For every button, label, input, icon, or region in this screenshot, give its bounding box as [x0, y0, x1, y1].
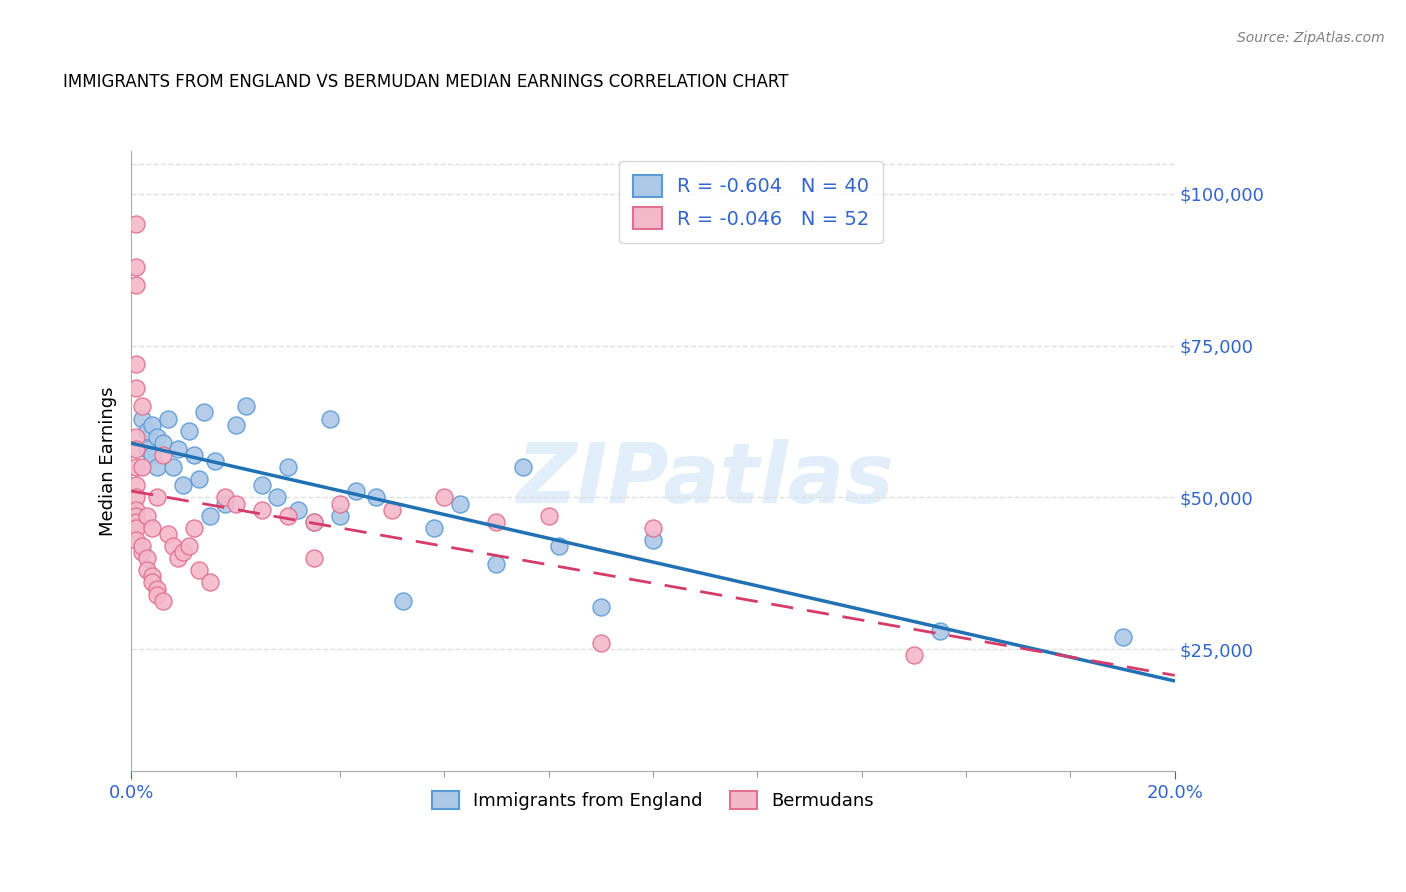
- Point: [135, 424, 157, 438]
- Point: [193, 405, 215, 419]
- Point: [125, 442, 148, 456]
- Point: [131, 460, 153, 475]
- Point: [198, 575, 221, 590]
- Point: [225, 417, 247, 432]
- Point: [141, 569, 163, 583]
- Text: Source: ZipAtlas.com: Source: ZipAtlas.com: [1237, 31, 1385, 45]
- Point: [172, 478, 194, 492]
- Point: [152, 593, 174, 607]
- Point: [287, 502, 309, 516]
- Point: [1111, 630, 1133, 644]
- Point: [125, 260, 148, 274]
- Point: [302, 551, 325, 566]
- Point: [225, 497, 247, 511]
- Point: [146, 430, 169, 444]
- Point: [277, 460, 299, 475]
- Point: [141, 417, 163, 432]
- Point: [141, 448, 163, 462]
- Point: [903, 648, 925, 663]
- Point: [548, 539, 571, 553]
- Point: [641, 533, 664, 547]
- Point: [141, 575, 163, 590]
- Point: [125, 478, 148, 492]
- Point: [214, 491, 236, 505]
- Point: [125, 278, 148, 293]
- Point: [162, 539, 184, 553]
- Point: [589, 599, 612, 614]
- Text: ZIPatlas: ZIPatlas: [516, 439, 894, 520]
- Point: [135, 563, 157, 577]
- Point: [125, 381, 148, 395]
- Point: [125, 521, 148, 535]
- Point: [177, 539, 200, 553]
- Point: [125, 430, 148, 444]
- Point: [125, 217, 148, 231]
- Point: [167, 442, 190, 456]
- Point: [302, 515, 325, 529]
- Point: [125, 515, 148, 529]
- Point: [156, 411, 179, 425]
- Point: [204, 454, 226, 468]
- Point: [131, 539, 153, 553]
- Point: [125, 491, 148, 505]
- Point: [125, 502, 148, 516]
- Point: [235, 400, 257, 414]
- Point: [188, 563, 211, 577]
- Point: [449, 497, 471, 511]
- Point: [162, 460, 184, 475]
- Point: [152, 435, 174, 450]
- Point: [125, 357, 148, 371]
- Point: [146, 460, 169, 475]
- Point: [177, 424, 200, 438]
- Point: [318, 411, 340, 425]
- Point: [125, 533, 148, 547]
- Point: [929, 624, 952, 638]
- Point: [131, 400, 153, 414]
- Point: [167, 551, 190, 566]
- Point: [250, 502, 273, 516]
- Point: [146, 582, 169, 596]
- Point: [152, 448, 174, 462]
- Point: [381, 502, 404, 516]
- Point: [589, 636, 612, 650]
- Point: [156, 527, 179, 541]
- Point: [198, 508, 221, 523]
- Point: [329, 508, 352, 523]
- Point: [172, 545, 194, 559]
- Point: [302, 515, 325, 529]
- Point: [366, 491, 388, 505]
- Point: [266, 491, 288, 505]
- Text: IMMIGRANTS FROM ENGLAND VS BERMUDAN MEDIAN EARNINGS CORRELATION CHART: IMMIGRANTS FROM ENGLAND VS BERMUDAN MEDI…: [63, 73, 789, 91]
- Point: [214, 497, 236, 511]
- Point: [344, 484, 367, 499]
- Point: [125, 508, 148, 523]
- Point: [277, 508, 299, 523]
- Point: [329, 497, 352, 511]
- Point: [146, 588, 169, 602]
- Point: [512, 460, 534, 475]
- Point: [141, 521, 163, 535]
- Point: [183, 521, 205, 535]
- Point: [391, 593, 413, 607]
- Point: [433, 491, 456, 505]
- Point: [131, 411, 153, 425]
- Point: [641, 521, 664, 535]
- Point: [183, 448, 205, 462]
- Point: [188, 472, 211, 486]
- Point: [485, 515, 508, 529]
- Point: [131, 545, 153, 559]
- Legend: Immigrants from England, Bermudans: Immigrants from England, Bermudans: [425, 783, 882, 817]
- Point: [135, 508, 157, 523]
- Point: [135, 551, 157, 566]
- Point: [135, 442, 157, 456]
- Point: [250, 478, 273, 492]
- Y-axis label: Median Earnings: Median Earnings: [100, 386, 117, 536]
- Point: [423, 521, 446, 535]
- Point: [125, 460, 148, 475]
- Point: [537, 508, 560, 523]
- Point: [485, 558, 508, 572]
- Point: [146, 491, 169, 505]
